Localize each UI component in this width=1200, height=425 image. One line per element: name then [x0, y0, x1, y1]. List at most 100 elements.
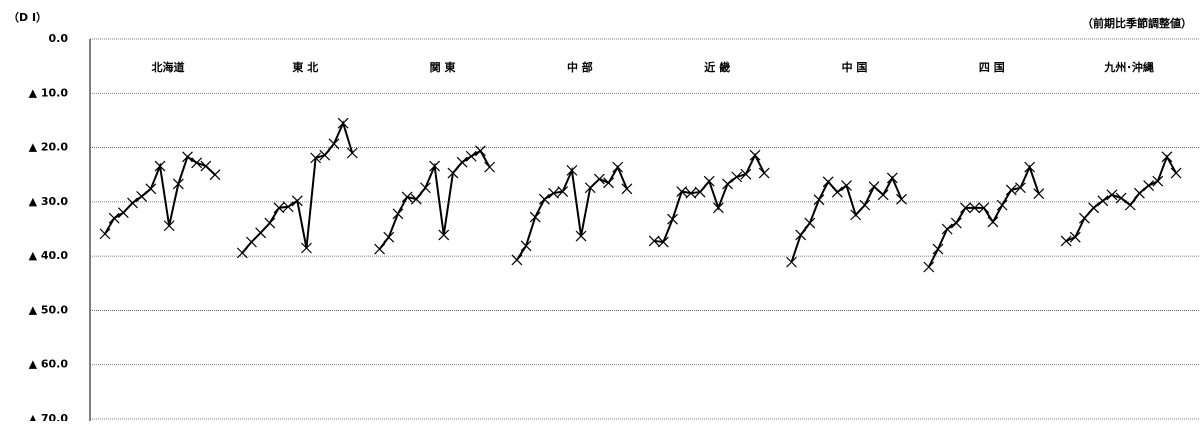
point-marker: [200, 160, 212, 172]
point-marker: [722, 178, 733, 190]
point-marker: [337, 117, 349, 129]
point-marker: [831, 186, 843, 198]
point-marker: [182, 151, 193, 163]
point-marker: [795, 229, 807, 241]
point-marker: [886, 172, 898, 184]
y-axis-label: （D I）: [8, 11, 47, 24]
legend-label: 中 部: [567, 60, 593, 74]
legend-label: 北海道: [152, 60, 185, 74]
point-marker: [456, 156, 468, 168]
point-marker: [657, 236, 669, 248]
point-marker: [1015, 182, 1026, 194]
point-marker: [877, 189, 889, 201]
point-marker: [484, 161, 496, 173]
point-marker: [1069, 231, 1081, 243]
point-marker: [603, 177, 614, 189]
point-marker: [117, 207, 129, 219]
point-marker: [465, 150, 477, 162]
point-marker: [584, 182, 596, 194]
point-marker: [960, 202, 971, 214]
point-marker: [1124, 199, 1136, 211]
point-marker: [868, 181, 880, 193]
point-marker: [145, 183, 157, 195]
line: [927, 164, 1040, 268]
point-marker: [383, 231, 395, 243]
y-tick-label: ▲ 40.0: [29, 249, 69, 262]
point-marker: [346, 147, 358, 159]
note: （前期比季節調整値）: [1082, 16, 1192, 30]
point-marker: [255, 227, 267, 239]
point-marker: [786, 256, 797, 268]
point-marker: [923, 261, 935, 273]
point-marker: [566, 164, 578, 176]
legend-label: 東 北: [292, 60, 318, 74]
point-marker: [621, 183, 633, 195]
point-marker: [978, 202, 990, 214]
point-marker: [749, 149, 761, 161]
y-tick-label: ▲ 20.0: [29, 141, 69, 154]
point-marker: [172, 178, 184, 190]
point-marker: [511, 254, 523, 266]
point-marker: [191, 157, 203, 169]
point-marker: [612, 161, 624, 173]
point-marker: [319, 149, 331, 161]
point-marker: [392, 208, 404, 220]
y-tick-label: ▲ 70.0: [29, 412, 69, 421]
point-marker: [475, 145, 486, 157]
point-marker: [950, 217, 962, 229]
point-marker: [1024, 161, 1036, 173]
point-marker: [1106, 189, 1118, 201]
point-marker: [557, 186, 569, 197]
point-marker: [1060, 235, 1072, 247]
point-marker: [712, 202, 724, 214]
point-marker: [850, 209, 862, 221]
point-marker: [648, 235, 660, 247]
point-marker: [538, 193, 550, 205]
point-marker: [859, 199, 871, 211]
y-tick-label: ▲ 60.0: [29, 358, 69, 371]
point-marker: [529, 211, 541, 223]
legend-label: 九州･沖縄: [1103, 60, 1154, 74]
y-tick-label: ▲ 50.0: [29, 303, 69, 316]
point-marker: [758, 167, 770, 179]
point-marker: [127, 197, 138, 209]
legend-label: 四 国: [979, 61, 1005, 74]
point-marker: [282, 201, 294, 213]
point-marker: [1088, 202, 1100, 214]
point-marker: [310, 152, 322, 164]
point-marker: [969, 202, 981, 214]
point-marker: [1143, 180, 1155, 191]
point-marker: [163, 220, 175, 232]
point-marker: [667, 213, 678, 225]
line: [790, 175, 903, 263]
point-marker: [374, 243, 386, 255]
point-marker: [548, 187, 559, 199]
point-marker: [420, 182, 431, 194]
point-marker: [108, 212, 120, 224]
point-marker: [996, 199, 1008, 211]
point-marker: [401, 191, 413, 203]
point-marker: [520, 240, 532, 252]
point-marker: [1152, 175, 1164, 187]
legend-label: 関 東: [430, 60, 457, 74]
point-marker: [209, 169, 221, 181]
point-marker: [328, 138, 340, 150]
point-marker: [438, 229, 450, 241]
point-marker: [676, 186, 688, 197]
point-marker: [813, 194, 825, 206]
point-marker: [694, 186, 706, 198]
point-marker: [264, 217, 276, 229]
point-marker: [447, 167, 459, 179]
point-marker: [1170, 167, 1182, 179]
point-marker: [841, 180, 852, 191]
y-tick-label: ▲ 10.0: [29, 86, 69, 99]
point-marker: [1161, 151, 1173, 163]
point-marker: [1134, 187, 1145, 199]
point-marker: [731, 171, 743, 183]
point-marker: [1079, 212, 1090, 224]
y-tick-label: ▲ 30.0: [29, 195, 69, 208]
point-marker: [575, 230, 587, 242]
line: [104, 155, 216, 235]
